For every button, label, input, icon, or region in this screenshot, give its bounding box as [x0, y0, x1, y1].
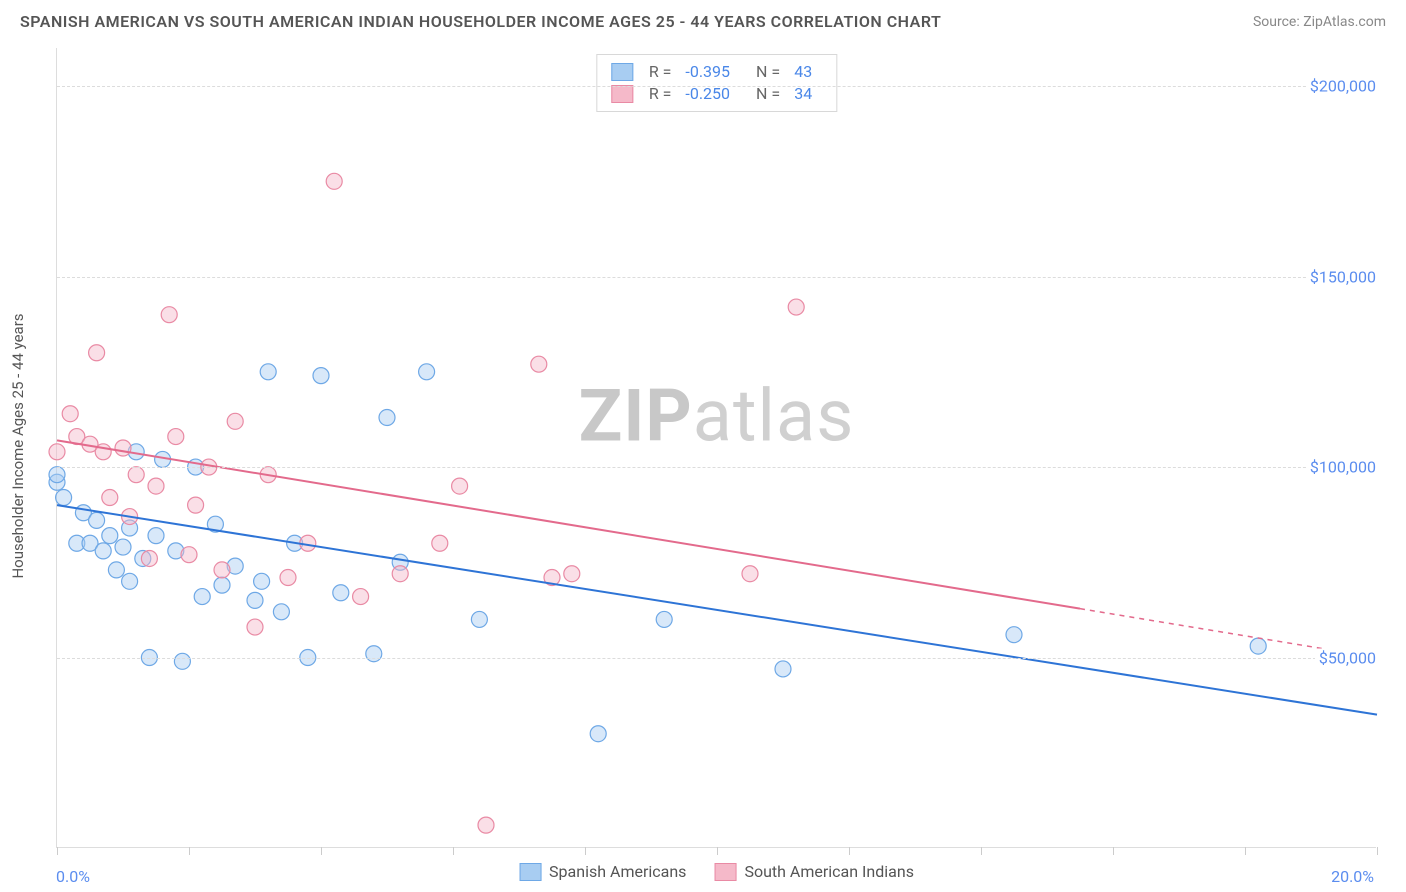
data-point	[366, 646, 382, 662]
x-tick	[453, 847, 454, 855]
data-point	[89, 345, 105, 361]
data-point	[115, 440, 131, 456]
x-tick	[321, 847, 322, 855]
data-point	[62, 406, 78, 422]
data-point	[742, 566, 758, 582]
data-point	[108, 562, 124, 578]
data-point	[56, 490, 72, 506]
data-point	[122, 573, 138, 589]
data-point	[49, 444, 65, 460]
y-tick-label: $200,000	[1306, 77, 1380, 96]
data-point	[353, 589, 369, 605]
swatch-bottom-2	[714, 863, 736, 881]
data-point	[214, 562, 230, 578]
data-point	[419, 364, 435, 380]
data-point	[333, 585, 349, 601]
gridline-h	[57, 277, 1376, 278]
data-point	[313, 368, 329, 384]
data-point	[452, 478, 468, 494]
chart-title: SPANISH AMERICAN VS SOUTH AMERICAN INDIA…	[20, 12, 941, 31]
gridline-h	[57, 86, 1376, 87]
data-point	[280, 570, 296, 586]
data-point	[194, 589, 210, 605]
data-point	[102, 528, 118, 544]
data-point	[260, 364, 276, 380]
legend-label-2: South American Indians	[744, 862, 914, 881]
legend-item-1: Spanish Americans	[519, 862, 686, 881]
data-point	[379, 410, 395, 426]
gridline-h	[57, 467, 1376, 468]
x-tick	[849, 847, 850, 855]
x-tick	[1113, 847, 1114, 855]
data-point	[254, 573, 270, 589]
data-point	[102, 490, 118, 506]
y-axis-label: Householder Income Ages 25 - 44 years	[9, 313, 27, 578]
x-tick	[981, 847, 982, 855]
data-point	[392, 566, 408, 582]
data-point	[148, 528, 164, 544]
data-point	[168, 429, 184, 445]
data-point	[115, 539, 131, 555]
x-tick	[585, 847, 586, 855]
x-tick	[57, 847, 58, 855]
data-point	[148, 478, 164, 494]
data-point	[788, 299, 804, 315]
data-point	[141, 550, 157, 566]
series-legend: Spanish Americans South American Indians	[519, 862, 914, 881]
data-point	[214, 577, 230, 593]
gridline-h	[57, 658, 1376, 659]
data-point	[432, 535, 448, 551]
data-point	[531, 356, 547, 372]
data-point	[161, 307, 177, 323]
source-attribution: Source: ZipAtlas.com	[1253, 14, 1386, 30]
x-axis-label-left: 0.0%	[56, 867, 90, 886]
y-tick-label: $100,000	[1306, 458, 1380, 477]
scatter-svg	[57, 48, 1377, 848]
data-point	[564, 566, 580, 582]
data-point	[49, 467, 65, 483]
x-tick	[1377, 847, 1378, 855]
data-point	[247, 619, 263, 635]
x-tick	[189, 847, 190, 855]
data-point	[95, 543, 111, 559]
y-tick-label: $150,000	[1306, 267, 1380, 286]
source-value: ZipAtlas.com	[1303, 14, 1386, 30]
swatch-bottom-1	[519, 863, 541, 881]
data-point	[181, 547, 197, 563]
data-point	[1250, 638, 1266, 654]
plot-area: ZIPatlas R = -0.395 N = 43 R = -0.250 N …	[56, 48, 1376, 848]
legend-item-2: South American Indians	[714, 862, 914, 881]
data-point	[326, 173, 342, 189]
data-point	[89, 512, 105, 528]
chart-container: SPANISH AMERICAN VS SOUTH AMERICAN INDIA…	[0, 0, 1406, 892]
data-point	[471, 611, 487, 627]
data-point	[273, 604, 289, 620]
data-point	[188, 497, 204, 513]
data-point	[656, 611, 672, 627]
data-point	[247, 592, 263, 608]
x-axis-label-right: 20.0%	[1331, 867, 1374, 886]
data-point	[478, 817, 494, 833]
data-point	[128, 467, 144, 483]
legend-label-1: Spanish Americans	[549, 862, 686, 881]
data-point	[775, 661, 791, 677]
y-tick-label: $50,000	[1315, 648, 1380, 667]
data-point	[1006, 627, 1022, 643]
source-label: Source:	[1253, 14, 1300, 30]
data-point	[590, 726, 606, 742]
x-tick	[1245, 847, 1246, 855]
x-tick	[717, 847, 718, 855]
data-point	[227, 413, 243, 429]
data-point	[174, 653, 190, 669]
trend-line	[57, 505, 1377, 715]
